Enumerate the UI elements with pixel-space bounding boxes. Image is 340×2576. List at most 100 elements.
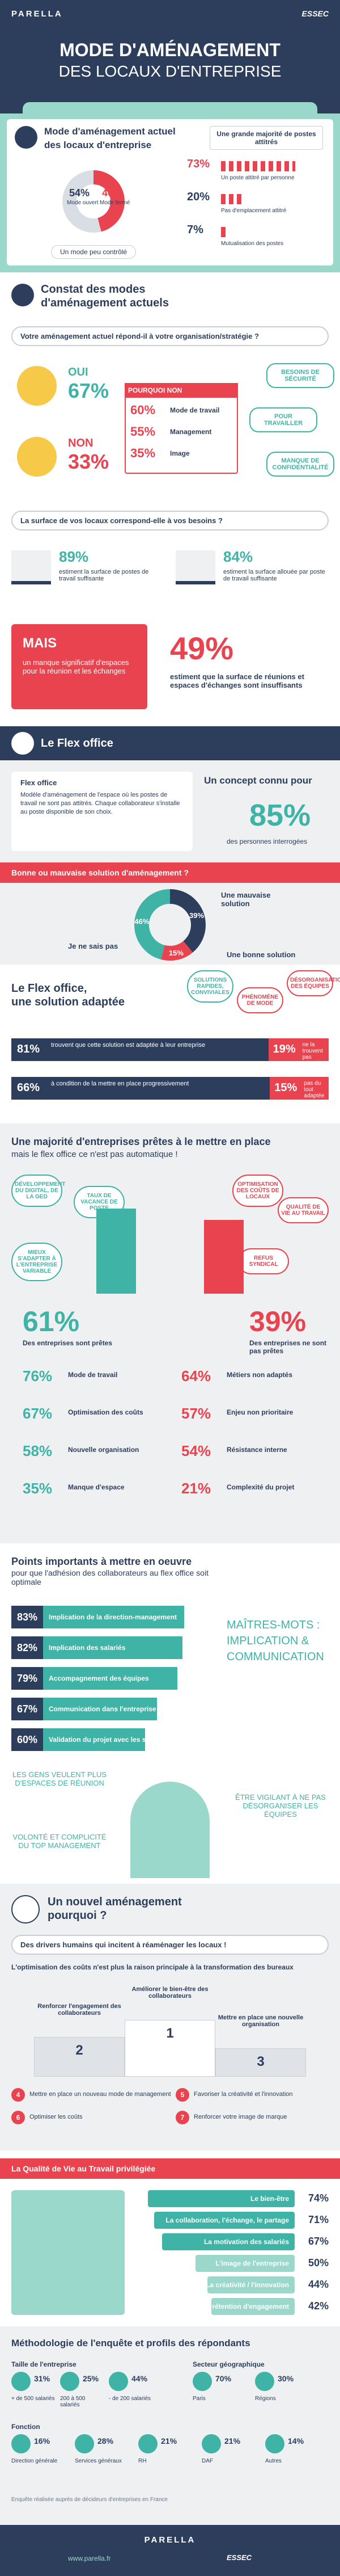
rank: 2 [75,2043,83,2058]
value: 25% [83,2374,99,2383]
value: 31% [34,2374,50,2383]
yes-label: Des entreprises sont prêtes [23,1339,113,1347]
bubble: Qualité de vie au travail [278,1197,329,1223]
subtitle: Une grande majorité de postes attitrés [210,126,323,150]
def-title: Flex office [20,778,57,787]
question: Votre aménagement actuel répond-il à vot… [11,326,329,346]
icon [138,2434,158,2453]
value: 15% [274,1081,298,1094]
partner: ESSEC [301,9,329,18]
def-text: Modèle d'aménagement de l'espace où les … [20,792,180,815]
section-why: Un nouvel aménagement pourquoi ? Des dri… [0,1884,340,2150]
icons [221,227,228,237]
bubbles: Développement du digital, de la GED Taux … [11,1175,329,1288]
label: Validation du projet avec les salariés [49,1736,168,1744]
donut-label: 46% [134,917,149,926]
others: 4 Mettre en place un nouveau mode de mana… [11,2088,329,2145]
icon [11,732,34,755]
section-title: Méthodologie de l'enquête et profils des… [11,2338,250,2348]
bar [43,1636,182,1659]
icon [193,2372,212,2391]
label: Nouvelle organisation [68,1446,139,1454]
icon [60,2372,79,2391]
illustration [23,102,317,113]
bar [11,1038,269,1061]
podium: Renforcer l'engagement des collaborateur… [34,1980,306,2077]
value: 28% [97,2436,114,2445]
caption: Un mode peu contrôlé [51,245,136,259]
bubble: Mieux s'adapter à l'entreprise variable [11,1243,62,1281]
desk [176,550,215,584]
label: Implication des salariés [49,1644,126,1652]
label: Le bien-être [250,2195,289,2203]
but-caption: estiment que la surface de réunions et e… [170,672,304,689]
label: Communication dans l'entreprise [49,1705,156,1713]
value: 74% [308,2192,329,2204]
known-suffix: des personnes interrogées [227,837,308,845]
answer-label: Je ne sais pas [68,942,118,950]
why-title: POURQUOI NON [125,383,238,398]
value: 16% [34,2436,50,2445]
building [96,1209,136,1294]
rank: 5 [176,2088,189,2102]
value: 60% [11,1728,43,1751]
section-points: Points importants à mettre en oeuvre pou… [0,1543,340,1884]
label: Implication de la direction-management [49,1613,177,1621]
costs: L'optimisation des coûts n'est plus la r… [11,1963,294,1971]
label: Favoriser la créativité et l'innovation [194,2091,293,2098]
icon [11,2372,31,2391]
but-text: un manque significatif d'espaces pour la… [23,658,129,675]
bar [211,2298,295,2315]
value: 57% [181,1405,211,1422]
sizes: 31% + de 500 salariés 25% 200 à 500 salarié… [11,2372,159,2411]
value: 35% [23,1480,53,1497]
value: 54% [181,1442,211,1459]
value: 73% [187,158,210,170]
section-method: Méthodologie de l'enquête et profils des… [0,2326,340,2525]
quote: Volonté et complicité du top management [12,1833,107,1850]
label: - de 200 salariés [109,2396,151,2402]
value: 60% [130,403,156,417]
label: Mutualisation des postes [221,241,284,247]
donut-segment [134,889,206,961]
group-title: Fonction [11,2423,40,2431]
icon [109,2372,128,2391]
label: Optimiser les coûts [29,2114,83,2120]
section-subtitle: pour que l'adhésion des collaborateurs a… [11,1568,209,1586]
label: La créativité / l'innovation [206,2281,289,2289]
value: 42% [308,2300,329,2312]
known-value: 85% [249,798,311,832]
quote: Les gens veulent plus d'espaces de réuni… [12,1770,107,1787]
bar [43,1606,184,1628]
yes-value: 67% [68,379,109,402]
bar [43,1667,177,1690]
header: PARELLA ESSEC MODE D'AMÉNAGEMENT DES LOC… [0,0,340,113]
label: RH [138,2458,147,2464]
bubbles: Besoins de sécurité Pour travailler Manque… [249,363,334,494]
adapted-rows: 81% trouvent que cette solution est adapt… [11,1038,329,1118]
quotes: Les gens veulent plus d'espaces de réuni… [11,1770,329,1878]
bar [148,2190,295,2207]
donut-label: 39% [189,911,204,920]
value: 67% [23,1405,53,1422]
icon [11,2434,31,2453]
pie [57,165,130,238]
icon [11,1895,40,1923]
why-list: 60% Mode de travail 55% Management 35% Image [130,403,232,471]
value: 67% [308,2236,329,2247]
roles: 16% Direction générale 28% Services générau… [11,2434,329,2474]
section-title: pourquoi ? [48,1909,107,1922]
section-title: Le Flex office, [11,982,87,995]
value: 14% [288,2436,304,2445]
value: 21% [181,1480,211,1497]
value: 64% [181,1367,211,1384]
step [34,2037,125,2077]
value: 89% [59,548,89,565]
label: 200 à 500 salariés [60,2396,86,2408]
value: 79% [11,1667,43,1690]
rank: 7 [176,2111,189,2124]
bubble: Besoins de sécurité [266,363,334,388]
bar [162,2233,295,2250]
value: 21% [224,2436,241,2445]
brand: PARELLA [11,9,63,19]
